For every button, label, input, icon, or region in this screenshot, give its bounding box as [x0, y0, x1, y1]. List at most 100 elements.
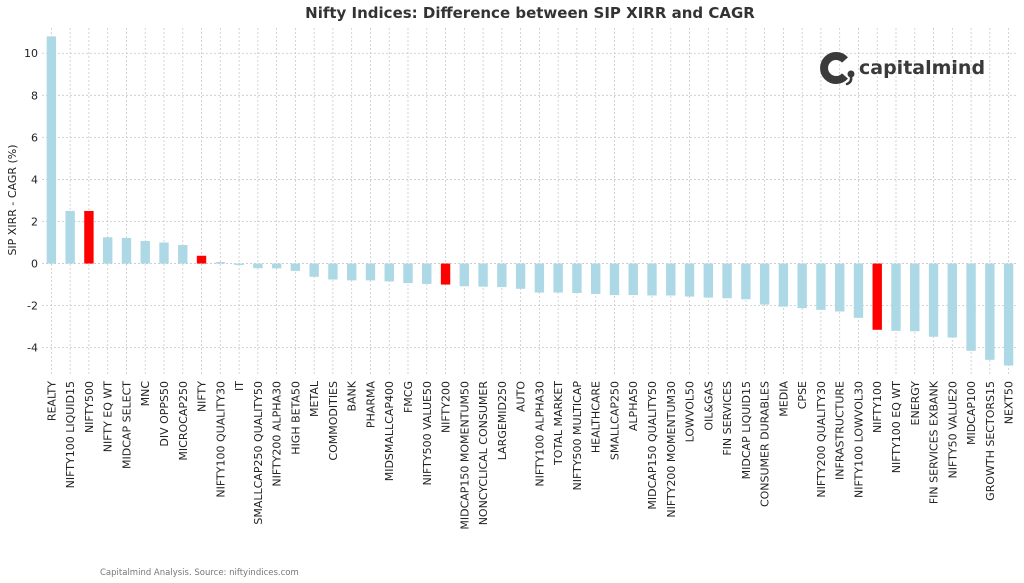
x-tick-label: NIFTY EQ WT [102, 381, 115, 453]
x-tick-label: OIL&GAS [702, 381, 715, 431]
bar [328, 263, 338, 280]
x-tick-label: MICROCAP250 [177, 381, 190, 461]
bar [797, 263, 807, 309]
x-tick-label: NIFTY200 MOMENTUM30 [665, 381, 678, 518]
bar [121, 237, 132, 264]
bar [628, 263, 638, 296]
bar [985, 263, 995, 360]
bar [741, 263, 751, 300]
logo-text: capitalmind [859, 57, 985, 79]
x-tick-label: NIFTY500 [83, 381, 96, 433]
x-tick-label: LARGEMID250 [496, 381, 509, 460]
bar [159, 242, 169, 264]
x-tick-label: REALTY [45, 381, 58, 421]
bar [534, 263, 545, 293]
x-tick-label: NIFTY100 EQ WT [890, 381, 903, 474]
x-axis-ticks: REALTY NIFTY100 LIQUID15 NIFTY500 NIFTY EQ … [45, 380, 1015, 529]
bar [891, 263, 901, 331]
x-tick-label: MIDCAP LIQUID15 [740, 381, 753, 479]
x-tick-label: NIFTY500 VALUE50 [421, 381, 434, 485]
bar [647, 263, 657, 296]
x-tick-label: COMMODITIES [327, 381, 340, 461]
x-tick-label: SMALLCAP250 QUALITY50 [252, 381, 265, 525]
x-tick-label: CPSE [796, 381, 809, 409]
bar [234, 263, 244, 266]
x-tick-label: PHARMA [364, 381, 377, 429]
bar [966, 263, 976, 351]
bar [309, 263, 319, 277]
x-tick-label: ENERGY [909, 381, 922, 426]
capitalmind-logo-icon [820, 52, 855, 86]
bar [684, 263, 695, 297]
y-tick-label: 10 [24, 47, 38, 60]
bar [910, 263, 920, 332]
x-tick-label: METAL [308, 380, 321, 417]
x-tick-label: NIFTY200 [440, 381, 453, 433]
x-tick-label: MIDCAP150 MOMENTUM50 [458, 381, 471, 530]
bar [459, 263, 469, 287]
bar [46, 36, 57, 264]
bar [365, 263, 376, 281]
bar [515, 263, 526, 289]
bar [253, 263, 263, 269]
y-tick-label: 4 [31, 173, 38, 186]
bar [947, 263, 957, 338]
x-tick-label: CONSUMER DURABLES [759, 381, 772, 507]
x-tick-label: LOWVOL50 [684, 381, 697, 442]
x-tick-label: FIN SERVICES [721, 381, 734, 456]
bar [422, 263, 432, 284]
x-tick-label: NONCYCLICAL CONSUMER [477, 381, 490, 526]
bar [1003, 263, 1014, 366]
bar [403, 263, 413, 284]
x-tick-label: MIDCAP SELECT [120, 381, 133, 469]
grid-layer [42, 28, 1018, 375]
bar [271, 263, 282, 269]
bar [103, 237, 113, 264]
x-tick-label: MIDSMALLCAP400 [383, 381, 396, 481]
bar [816, 263, 826, 310]
x-tick-label: DIV OPPS50 [158, 381, 171, 447]
y-tick-label: -2 [27, 300, 38, 313]
bar [553, 263, 563, 293]
bar [666, 263, 676, 296]
x-tick-label: NIFTY200 ALPHA30 [271, 381, 284, 487]
x-tick-label: HEALTHCARE [590, 381, 603, 453]
x-tick-label: SMALLCAP250 [608, 381, 621, 460]
bar [572, 263, 582, 293]
x-tick-label: NIFTY [196, 381, 209, 412]
bar [928, 263, 939, 337]
bar [497, 263, 507, 288]
bar [478, 263, 488, 287]
x-tick-label: MIDCAP150 QUALITY50 [646, 381, 659, 510]
bars-layer [46, 36, 1014, 366]
y-tick-label: 8 [31, 89, 38, 102]
x-tick-label: GROWTH SECTORS15 [984, 381, 997, 501]
x-tick-label: NIFTY100 LIQUID15 [64, 381, 77, 488]
x-tick-label: FIN SERVICES EXBANK [928, 380, 941, 504]
bar [722, 263, 732, 299]
x-tick-label: NIFTY200 QUALITY30 [815, 381, 828, 498]
y-tick-label: 0 [31, 258, 38, 271]
y-axis-ticks: -4 -2 0 2 4 6 8 10 [24, 47, 38, 354]
x-tick-label: NIFTY500 MULTICAP [571, 381, 584, 491]
x-tick-label: NEXT50 [1003, 381, 1016, 424]
chart-title: Nifty Indices: Difference between SIP XI… [305, 4, 755, 22]
x-tick-label: NIFTY100 ALPHA30 [533, 381, 546, 487]
bar [872, 263, 882, 330]
x-tick-label: AUTO [515, 381, 528, 412]
bar [196, 255, 207, 264]
x-tick-label: NIFTY100 LOWVOL30 [852, 381, 865, 498]
bar [703, 263, 713, 298]
bar [65, 210, 75, 264]
x-tick-label: HIGH BETA50 [289, 381, 302, 455]
bar [347, 263, 357, 281]
x-tick-label: INFRASTRUCTURE [834, 381, 847, 480]
bar [609, 263, 620, 296]
bar [84, 210, 94, 264]
x-tick-label: FMCG [402, 381, 415, 413]
y-tick-label: 6 [31, 131, 38, 144]
x-tick-label: IT [233, 381, 246, 391]
y-axis-label: SIP XIRR - CAGR (%) [6, 144, 19, 255]
bar [140, 241, 150, 264]
